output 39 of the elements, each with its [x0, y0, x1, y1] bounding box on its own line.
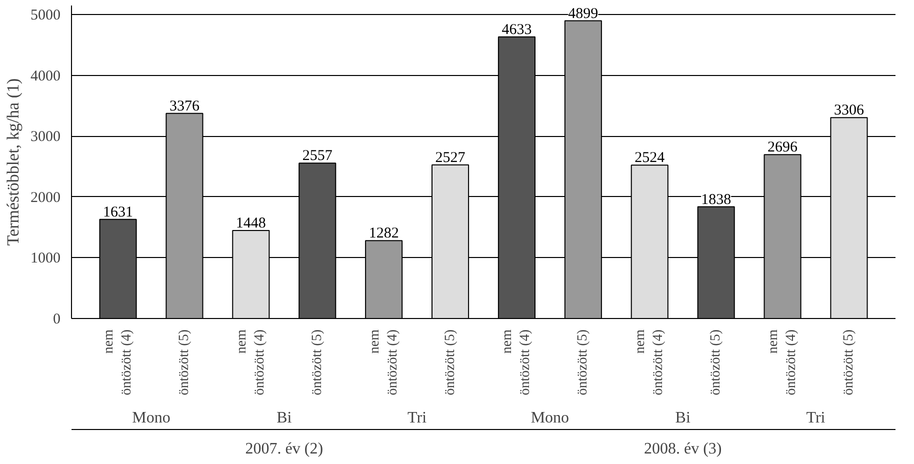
text: 2007. év (2)	[245, 440, 324, 458]
data-label: 2527	[435, 150, 466, 166]
x-tick-label: nem öntözött (4)	[102, 329, 135, 396]
data-label: 2524	[634, 150, 666, 166]
y-tick-label: 3000	[30, 129, 60, 146]
data-label: 1448	[236, 215, 266, 232]
x-tick-label: öntözött (5)	[442, 329, 458, 396]
x-tick-label: nem öntözött (4)	[500, 329, 534, 396]
x-tick-label: öntözött (5)	[708, 329, 724, 396]
text: Tri	[806, 410, 826, 426]
data-label: 2696	[768, 140, 798, 156]
data-label: 1631	[103, 204, 134, 220]
text: 2008. év (3)	[644, 440, 722, 458]
y-tick-label: 2000	[30, 190, 60, 206]
data-label: 4633	[502, 22, 532, 38]
x-tick-label: öntözött (5)	[841, 329, 856, 396]
data-label: 3376	[169, 98, 200, 114]
data-label: 3306	[834, 102, 864, 119]
text: Mono	[132, 410, 170, 426]
text: Bi	[276, 410, 292, 426]
text: Tri	[408, 410, 428, 426]
x-tick-label: nem öntözött (4)	[633, 329, 666, 396]
y-tick-label: 0	[53, 312, 60, 328]
data-label: 4899	[568, 6, 598, 22]
y-tick-label: 4000	[30, 68, 60, 84]
x-tick-label: nem öntözött (4)	[367, 329, 400, 396]
x-tick-label: öntözött (5)	[310, 329, 325, 396]
x-tick-label: nem öntözött (4)	[234, 329, 268, 396]
x-tick-label: nem öntözött (4)	[766, 329, 800, 396]
data-label: 1838	[701, 192, 732, 208]
y-axis-title: Terméstöbblet, kg/ha (1)	[4, 78, 22, 246]
data-label: 1282	[368, 226, 399, 242]
x-tick-label: öntözött (5)	[576, 329, 591, 396]
y-tick-label: 1000	[30, 250, 60, 267]
text: Bi	[675, 410, 691, 426]
x-tick-label: öntözött (5)	[176, 329, 192, 396]
text: Mono	[530, 410, 570, 426]
data-label: 2557	[302, 148, 333, 164]
y-tick-label: 5000	[30, 8, 60, 24]
